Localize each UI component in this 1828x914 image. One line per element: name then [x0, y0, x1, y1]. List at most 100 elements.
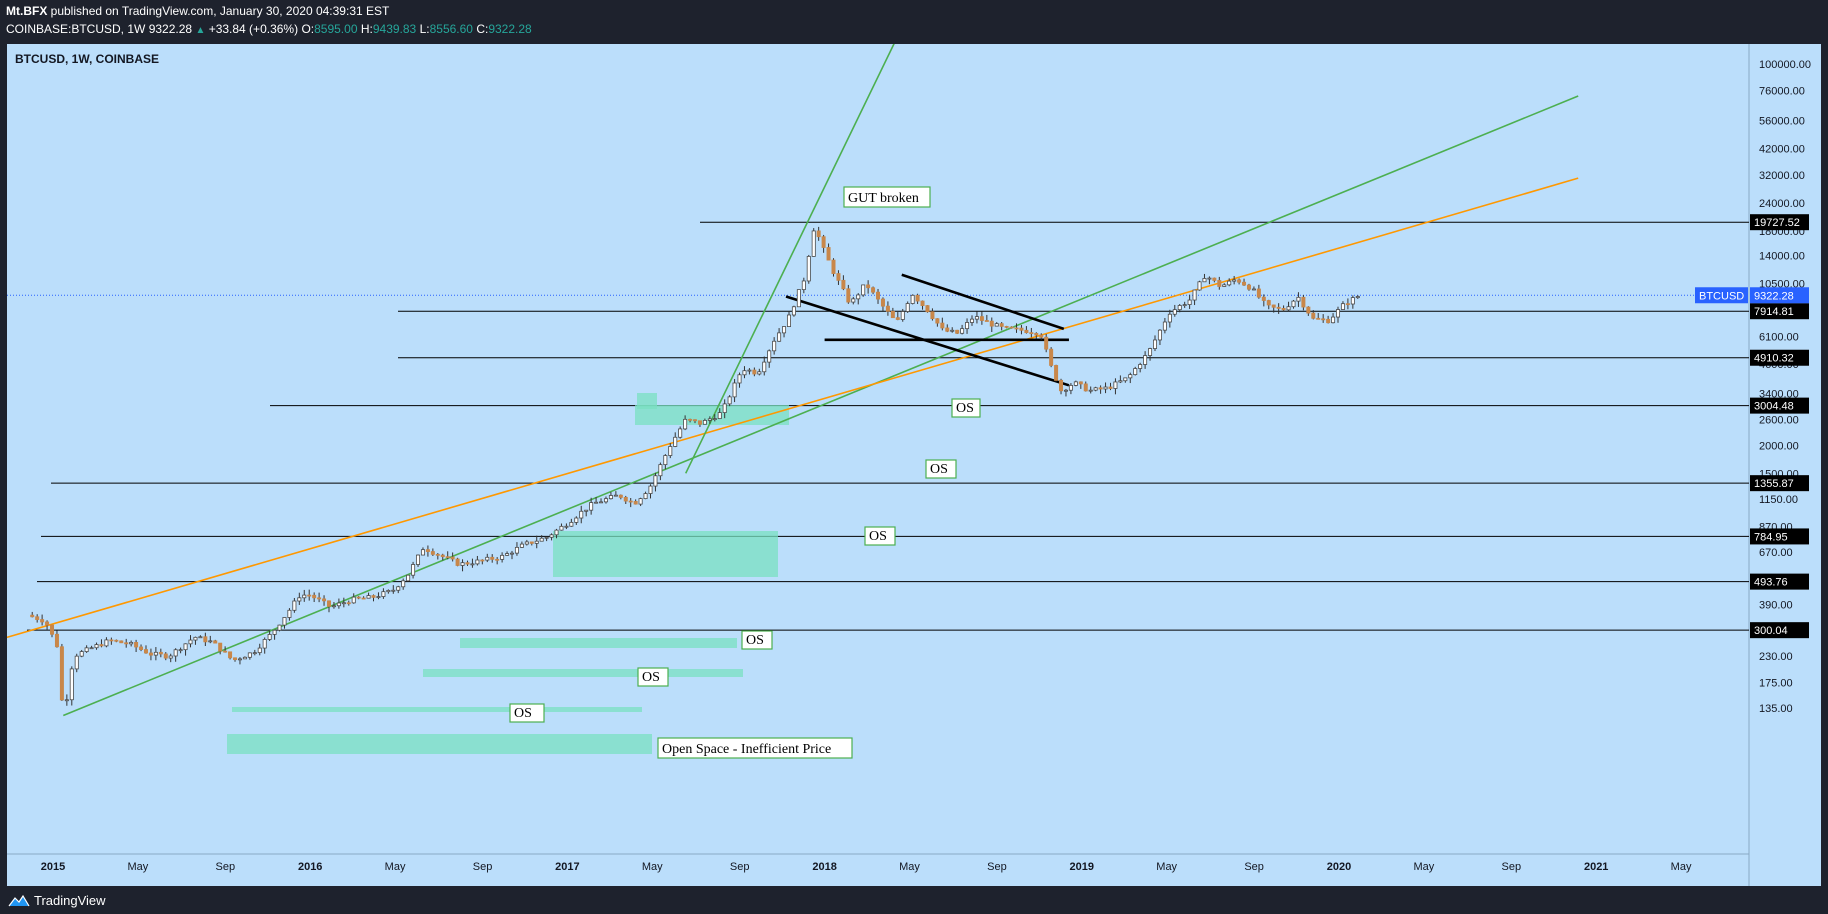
symbol-tag — [1695, 287, 1748, 304]
candle-body — [782, 326, 787, 334]
price-axis-tick: 100000.00 — [1759, 59, 1811, 71]
candle-body — [208, 640, 213, 643]
candle-body — [163, 653, 168, 659]
candle-body — [831, 259, 836, 274]
candle-body — [30, 614, 35, 618]
candle-body — [880, 298, 885, 307]
price-axis-tick: 230.00 — [1759, 651, 1793, 663]
candle-body — [1133, 368, 1138, 376]
candle-body — [683, 418, 688, 430]
candle-body — [1049, 348, 1054, 366]
candle-body — [89, 647, 94, 650]
candle-body — [1331, 316, 1336, 324]
candle-body — [94, 644, 99, 649]
candle-body — [1192, 289, 1197, 301]
candle-body — [1108, 386, 1113, 389]
candle-body — [475, 559, 480, 565]
level-price-label: 7914.81 — [1754, 306, 1794, 318]
candle-body — [697, 420, 702, 425]
candle-body — [603, 498, 608, 503]
candle-body — [129, 642, 134, 645]
time-axis-tick: Sep — [987, 861, 1007, 873]
candle-body — [1044, 336, 1049, 350]
candle-body — [346, 602, 351, 605]
publisher-line: Mt.BFX published on TradingView.com, Jan… — [6, 4, 389, 18]
candle-body — [460, 562, 465, 566]
open-space-zone — [423, 669, 743, 677]
price-axis-tick: 3400.00 — [1759, 389, 1799, 401]
candle-body — [1039, 334, 1044, 338]
candle-body — [1138, 364, 1143, 369]
candle-body — [35, 616, 40, 620]
chart-area[interactable]: GUT broken OS OS OS OS OS OS Open Space - Ineff… — [0, 38, 1821, 886]
candle-body — [826, 247, 831, 261]
candle-body — [589, 502, 594, 511]
candle-body — [356, 596, 361, 599]
candle-body — [430, 551, 435, 555]
level-price-tag — [1750, 622, 1809, 639]
candle-body — [969, 318, 974, 323]
candle-body — [945, 327, 950, 332]
candle-body — [148, 652, 153, 656]
candle-body — [722, 403, 727, 413]
publisher-name[interactable]: Mt.BFX — [6, 4, 48, 18]
annotation-box — [843, 186, 931, 208]
last-price: 9322.28 — [148, 22, 193, 36]
candle-body — [836, 273, 841, 281]
level-price-tag — [1750, 475, 1809, 492]
candle-body — [811, 230, 816, 257]
brand-name[interactable]: TradingView — [34, 893, 106, 908]
candle-body — [717, 412, 722, 419]
candle-body — [623, 496, 628, 502]
candle-body — [84, 647, 89, 652]
candle-body — [1093, 387, 1098, 391]
high-value: 9439.83 — [372, 22, 417, 36]
candle-body — [45, 621, 50, 626]
candle-body — [326, 600, 331, 607]
candle-body — [1212, 277, 1217, 281]
candle-body — [153, 651, 158, 656]
candle-body — [1034, 333, 1039, 336]
candle-body — [861, 284, 866, 296]
annotation-box — [509, 703, 545, 723]
candle-body — [267, 634, 272, 640]
candle-body — [757, 371, 762, 375]
candle-body — [544, 536, 549, 539]
annotation-box — [657, 737, 853, 759]
time-axis-tick: May — [642, 861, 663, 873]
candle-body — [257, 647, 262, 654]
price-axis-tick: 2000.00 — [1759, 440, 1799, 452]
annotation-label: OS — [956, 401, 974, 416]
price-axis[interactable]: 135.00175.00230.00300.00390.00510.00670.… — [1695, 59, 1811, 715]
price-axis-tick: 2600.00 — [1759, 415, 1799, 427]
candle-body — [188, 639, 193, 645]
candle-body — [702, 420, 707, 425]
time-axis[interactable]: 2015 May Sep 2016 May Sep 2017 May Sep 2018 May Sep… — [41, 861, 1692, 873]
candle-body — [1009, 326, 1014, 329]
candle-body — [608, 495, 613, 500]
candle-body — [1261, 296, 1266, 301]
candle-body — [173, 649, 178, 657]
open-value: 8595.00 — [314, 22, 358, 36]
candle-body — [1054, 365, 1059, 381]
candle-body — [643, 493, 648, 500]
open-space-zone — [227, 734, 652, 754]
candle-body — [287, 609, 292, 618]
tradingview-logo-icon[interactable] — [8, 893, 30, 907]
candle-body — [960, 328, 965, 334]
candle-body — [1059, 379, 1064, 392]
candle-body — [470, 563, 475, 566]
candle-body — [534, 540, 539, 544]
candle-body — [628, 500, 633, 503]
candle-body — [1128, 374, 1133, 379]
candle-body — [1162, 321, 1167, 331]
candle-body — [1157, 329, 1162, 341]
candle-body — [821, 236, 826, 248]
candle-body — [979, 316, 984, 321]
candle-body — [381, 591, 386, 597]
candle-body — [218, 642, 223, 652]
price-chart[interactable]: GUT broken OS OS OS OS OS OS Open Space - Ineff… — [0, 38, 1821, 886]
current-price-tag — [1750, 287, 1809, 304]
candle-body — [341, 602, 346, 605]
candle-body — [510, 552, 515, 555]
